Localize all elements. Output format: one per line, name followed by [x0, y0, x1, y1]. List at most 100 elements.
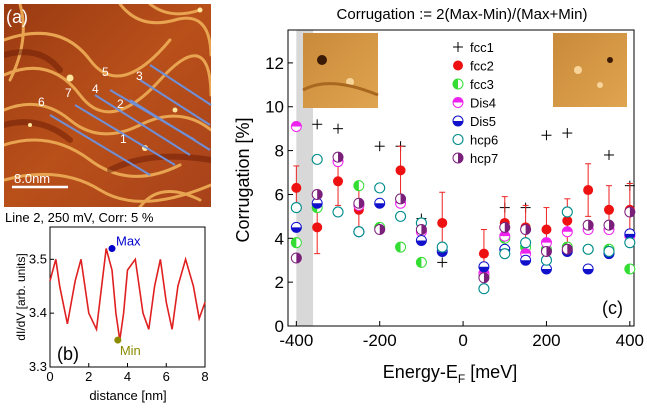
inset-image-left: [302, 33, 379, 108]
point-hcp7: [353, 197, 365, 209]
b-ytick-label: 3.4: [29, 305, 47, 320]
panel-c-frame: [287, 29, 635, 327]
point-hcp6: [436, 241, 448, 253]
point-hcp6: [478, 283, 490, 295]
point-fcc2: [333, 176, 344, 187]
point-hcp7: [582, 219, 594, 231]
point-hcp7: [624, 206, 636, 218]
xlabel-unit: [meV]: [465, 362, 517, 382]
point-fcc1: [562, 128, 573, 139]
point-hcp6: [353, 226, 365, 238]
inset-image-right: [553, 33, 627, 107]
series-Dis4: [290, 120, 636, 279]
legend-item-fcc3: fcc3: [452, 77, 494, 92]
legend-marker-fcc1: [453, 42, 463, 52]
point-fcc1: [437, 257, 448, 268]
panel-b-ylabel: dI/dV [arb. units]: [14, 253, 28, 340]
c-ytick-label: 2: [275, 273, 284, 292]
point-hcp7: [290, 252, 302, 264]
point-hcp6: [374, 182, 386, 194]
point-hcp7: [561, 243, 573, 255]
legend-marker-hcp7: [452, 152, 464, 164]
point-hcp7: [332, 151, 344, 163]
point-hcp6: [395, 210, 407, 222]
point-fcc2: [291, 182, 302, 193]
point-fcc2: [603, 204, 614, 215]
panel-b: Line 2, 250 mV, Corr: 5 % 0 2 4 6 8 3.3 3.4 3.5…: [5, 210, 209, 403]
point-fcc3: [290, 237, 302, 249]
legend-marker-Dis4: [452, 97, 464, 108]
legend-item-fcc1: fcc1: [453, 40, 494, 55]
line-label-7: 7: [65, 86, 72, 100]
c-xtick-label: 200: [532, 331, 560, 350]
point-Dis4: [499, 230, 511, 242]
point-fcc1: [333, 123, 344, 134]
point-fcc2: [583, 185, 594, 196]
panel-c: Corrugation := 2(Max-Min)/(Max+Min) -400…: [233, 6, 644, 386]
b-xtick-label: 6: [163, 369, 170, 384]
point-hcp6: [290, 202, 302, 214]
point-fcc1: [603, 149, 614, 160]
point-fcc2: [541, 224, 552, 235]
point-hcp6: [561, 206, 573, 218]
point-fcc3: [353, 180, 365, 192]
c-ytick-label: 12: [265, 54, 284, 73]
point-Dis5: [290, 221, 302, 233]
point-hcp7: [540, 245, 552, 257]
line-label-4: 4: [92, 82, 99, 96]
point-hcp7: [499, 221, 511, 233]
scan-lines: [49, 64, 212, 176]
legend-label: fcc2: [470, 59, 494, 74]
point-fcc3: [395, 241, 407, 253]
legend-item-hcp7: hcp7: [452, 151, 498, 166]
point-hcp6: [624, 237, 636, 249]
xlabel-main: Energy-E: [383, 362, 458, 382]
legend-item-Dis5: Dis5: [452, 114, 496, 129]
point-Dis5: [374, 197, 386, 209]
legend-marker-Dis5: [452, 115, 464, 127]
point-Dis4: [561, 226, 573, 238]
point-hcp7: [520, 224, 532, 236]
legend: fcc1 fcc2 fcc3 Dis4 Dis5 hcp6 hcp7: [452, 40, 498, 166]
c-ytick-label: 6: [275, 185, 284, 204]
c-ytick-label: 8: [275, 142, 284, 161]
point-fcc2: [478, 248, 489, 259]
max-marker: [108, 245, 116, 253]
c-xtick-label: -200: [363, 331, 397, 350]
point-Dis4: [290, 120, 302, 132]
c-xtick-label: 400: [616, 331, 644, 350]
point-Dis5: [582, 263, 594, 275]
point-Dis5: [478, 261, 490, 273]
point-hcp6: [332, 206, 344, 218]
panel-b-title: Line 2, 250 mV, Corr: 5 %: [5, 210, 154, 225]
panel-c-ylabel: Corrugation [%]: [233, 117, 253, 242]
min-marker: [114, 336, 122, 344]
point-fcc3: [415, 256, 427, 268]
legend-item-Dis4: Dis4: [452, 96, 496, 111]
b-ytick-label: 3.5: [29, 251, 47, 266]
series-hcp7: [290, 151, 636, 284]
point-fcc2: [437, 217, 448, 228]
point-hcp7: [603, 219, 615, 231]
legend-label: hcp7: [470, 151, 498, 166]
bright-adatoms: [28, 7, 203, 151]
legend-item-hcp6: hcp6: [452, 133, 498, 148]
legend-label: Dis5: [470, 114, 496, 129]
panel-a-stm-image: 1 2 3 4 5 6 7 (a) 8.0nm: [4, 4, 212, 207]
point-Dis5: [540, 263, 552, 275]
b-xtick-label: 0: [46, 369, 53, 384]
c-ytick-label: 10: [265, 98, 284, 117]
b-xtick-label: 2: [85, 369, 92, 384]
line-label-3: 3: [136, 69, 143, 83]
series-hcp6: [290, 153, 636, 295]
dIdV-profile-line: [49, 248, 206, 341]
line-label-1: 1: [120, 132, 127, 146]
line-label-6: 6: [38, 95, 45, 109]
b-xtick-label: 8: [201, 369, 208, 384]
panel-c-title: Corrugation := 2(Max-Min)/(Max+Min): [337, 6, 588, 23]
point-Dis5: [415, 234, 427, 246]
point-hcp7: [478, 272, 490, 284]
legend-label: Dis4: [470, 96, 496, 111]
c-ytick-label: 4: [275, 229, 284, 248]
point-fcc2: [395, 165, 406, 176]
